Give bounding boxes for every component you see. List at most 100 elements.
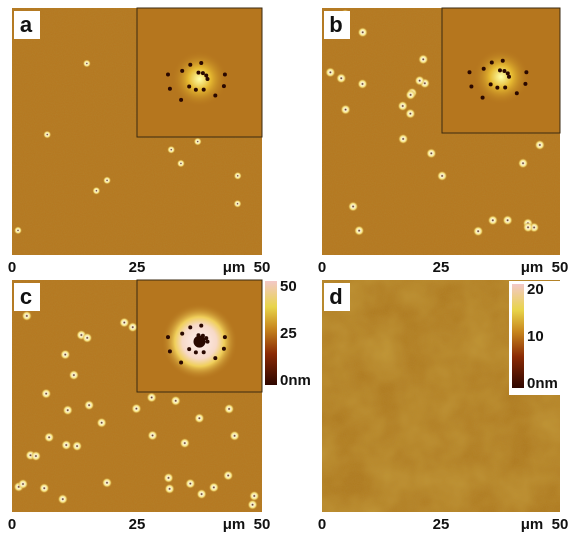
inset-pit	[502, 69, 506, 73]
particle	[92, 187, 100, 195]
inset-pit	[213, 93, 217, 97]
particle	[177, 159, 185, 167]
inset-pit	[206, 340, 210, 344]
inset-pit	[467, 70, 471, 74]
inset-pit	[515, 91, 519, 95]
particle	[197, 489, 207, 499]
particle	[84, 400, 94, 410]
axis-label: 25	[433, 516, 450, 533]
particle	[97, 418, 107, 428]
particle	[248, 500, 258, 510]
inset-pit	[166, 335, 170, 339]
particle	[223, 471, 233, 481]
particle	[426, 148, 436, 158]
panel-label: b	[329, 12, 342, 37]
particle	[167, 146, 175, 154]
inset-pit	[206, 77, 210, 81]
panel-label: c	[20, 284, 32, 309]
inset-pit	[199, 324, 203, 328]
particle	[39, 483, 49, 493]
particle	[488, 215, 498, 225]
axis-label: 0	[8, 516, 16, 533]
particle	[518, 158, 528, 168]
inset-pit	[222, 347, 226, 351]
particle	[194, 413, 204, 423]
colorbar-label: 10	[527, 328, 544, 345]
inset-pit	[507, 75, 511, 79]
inset-pit	[179, 361, 183, 365]
particle	[44, 432, 54, 442]
particle	[61, 440, 71, 450]
inset-pit	[168, 349, 172, 353]
inset-pit	[223, 72, 227, 76]
inset-pit	[187, 347, 191, 351]
particle	[224, 404, 234, 414]
particle	[22, 311, 32, 321]
inset-pit	[194, 336, 206, 348]
axis-label: 50	[552, 259, 569, 276]
particle	[131, 404, 141, 414]
particle	[230, 431, 240, 441]
inset-pit	[213, 356, 217, 360]
colorbar-label: 0nm	[280, 372, 311, 389]
inset-pit	[196, 71, 200, 75]
inset-pit	[194, 88, 198, 92]
particle	[165, 484, 175, 494]
particle	[82, 333, 92, 343]
inset-pit	[482, 67, 486, 71]
particle	[14, 226, 22, 234]
inset-pit	[524, 70, 528, 74]
particle	[415, 76, 425, 86]
particle	[523, 222, 533, 232]
axis-label: μm	[521, 259, 544, 276]
figure: a025μm50b025μm50c025μm5050250nmd025μm502…	[0, 0, 573, 538]
particle	[63, 405, 73, 415]
inset-pit	[498, 68, 502, 72]
particle	[148, 430, 158, 440]
inset-pit	[523, 82, 527, 86]
particle	[69, 370, 79, 380]
particle	[535, 140, 545, 150]
inset-pit	[503, 85, 507, 89]
particle	[398, 134, 408, 144]
particle	[341, 105, 351, 115]
colorbar-label: 0nm	[527, 375, 558, 392]
inset-pit	[481, 96, 485, 100]
axis-label: 50	[254, 259, 271, 276]
inset-pit	[469, 85, 473, 89]
axis-label: 25	[129, 516, 146, 533]
panel-label: d	[329, 284, 342, 309]
particle	[348, 202, 358, 212]
inset-pit	[202, 350, 206, 354]
colorbar	[512, 284, 524, 388]
colorbar-label: 20	[527, 281, 544, 298]
axis-label: μm	[223, 516, 246, 533]
particle	[83, 59, 91, 67]
particle	[43, 131, 51, 139]
particle	[72, 441, 82, 451]
particle	[185, 479, 195, 489]
axis-label: 50	[552, 516, 569, 533]
particle	[60, 350, 70, 360]
inset-pit	[506, 71, 510, 75]
particle	[406, 90, 416, 100]
particle	[18, 479, 28, 489]
particle	[164, 473, 174, 483]
particle	[325, 67, 335, 77]
axis-label: 25	[129, 259, 146, 276]
particle	[119, 318, 129, 328]
particle	[58, 494, 68, 504]
particle	[473, 226, 483, 236]
inset-pit	[222, 84, 226, 88]
particle	[31, 451, 41, 461]
colorbar	[265, 281, 277, 385]
inset-pit	[223, 335, 227, 339]
particle	[209, 482, 219, 492]
particle	[234, 172, 242, 180]
particle	[102, 478, 112, 488]
inset-pit	[199, 61, 203, 65]
axis-label: 0	[8, 259, 16, 276]
particle	[398, 101, 408, 111]
